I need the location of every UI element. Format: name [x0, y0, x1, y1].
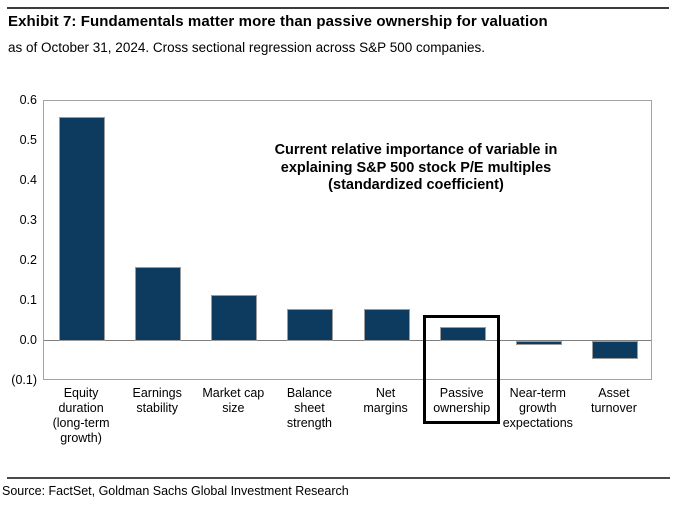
- zero-axis-line: [44, 340, 651, 341]
- bar-0: [59, 117, 106, 341]
- bar-7: [591, 341, 638, 359]
- x-label-6: Near-term growth expectations: [502, 386, 573, 430]
- exhibit-subtitle: as of October 31, 2024. Cross sectional …: [8, 40, 486, 55]
- y-tick-2: 0.4: [19, 173, 37, 187]
- x-label-1: Earnings stability: [132, 386, 182, 415]
- x-label-7: Asset turnover: [591, 386, 637, 415]
- plot-area: Current relative importance of variable …: [43, 100, 652, 380]
- y-tick-3: 0.3: [19, 213, 37, 227]
- exhibit-title: Exhibit 7: Fundamentals matter more than…: [8, 13, 548, 30]
- x-label-5: Passive ownership: [433, 386, 491, 415]
- bar-3: [287, 309, 334, 341]
- bar-2: [211, 295, 258, 341]
- y-tick-5: 0.1: [19, 293, 37, 307]
- bottom-divider: [7, 477, 670, 479]
- x-label-2: Market cap size: [202, 386, 265, 415]
- y-tick-0: 0.6: [19, 93, 37, 107]
- x-label-0: Equity duration (long-term growth): [52, 386, 110, 445]
- chart-annotation: Current relative importance of variable …: [274, 142, 558, 193]
- y-tick-7: (0.1): [11, 373, 37, 387]
- y-tick-1: 0.5: [19, 133, 37, 147]
- x-label-4: Net margins: [363, 386, 408, 415]
- y-tick-4: 0.2: [19, 253, 37, 267]
- source-note: Source: FactSet, Goldman Sachs Global In…: [2, 484, 349, 498]
- highlight-box: [423, 315, 501, 424]
- bar-5: [439, 327, 486, 341]
- bar-4: [363, 309, 410, 341]
- bar-6: [515, 341, 562, 345]
- x-label-3: Balance sheet strength: [286, 386, 333, 430]
- bar-1: [135, 267, 182, 341]
- top-divider: [7, 7, 669, 9]
- y-tick-6: 0.0: [19, 333, 37, 347]
